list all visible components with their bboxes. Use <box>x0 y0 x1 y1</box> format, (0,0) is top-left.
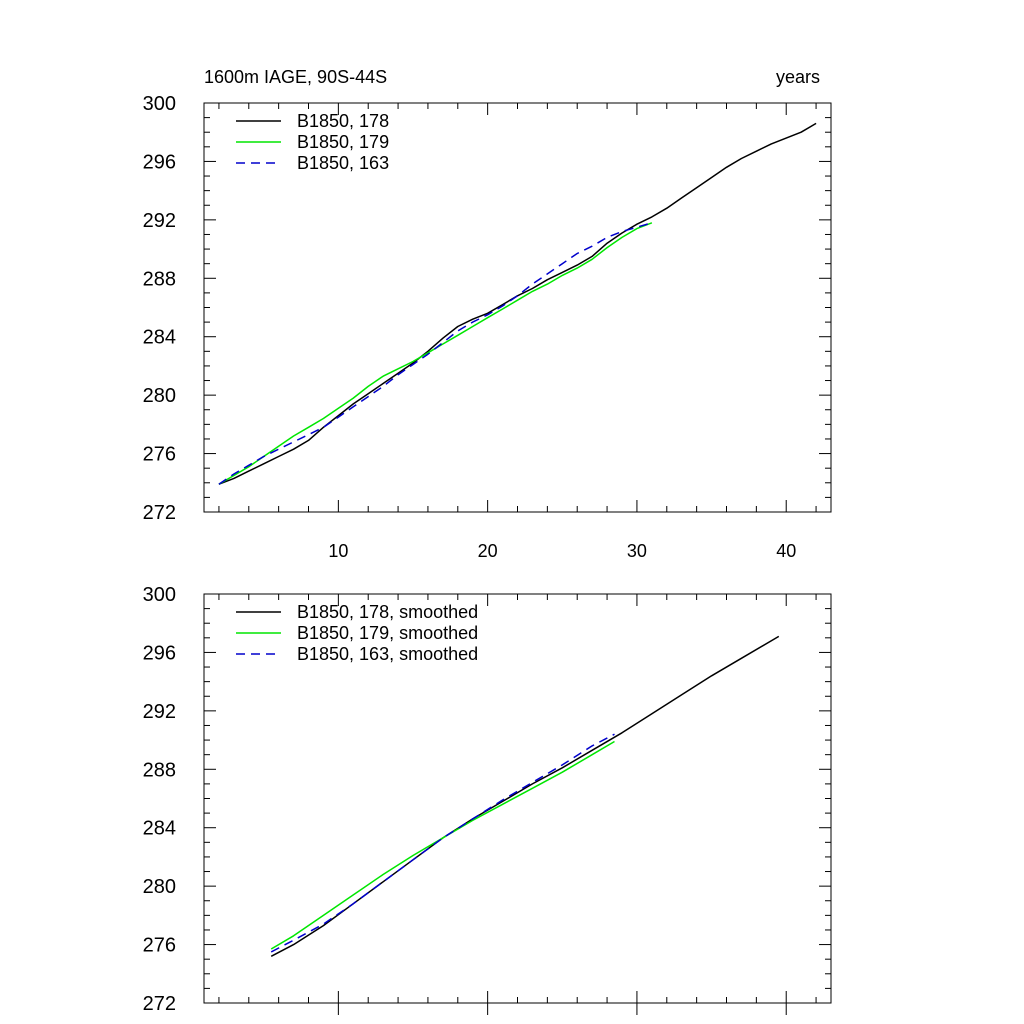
lower-panel: 272 276 280 284 288 292 296 300 B1850, 178, smoo… <box>143 584 832 1015</box>
x-tick-label: 20 <box>478 541 498 561</box>
legend-label-3: B1850, 163 <box>297 153 389 173</box>
y-tick-label: 280 <box>143 876 176 898</box>
legend-label-2: B1850, 179, smoothed <box>297 623 478 643</box>
x-tick-label: 40 <box>776 541 796 561</box>
y-tick-label: 292 <box>143 701 176 723</box>
legend-label-3: B1850, 163, smoothed <box>297 644 478 664</box>
legend-label-2: B1850, 179 <box>297 132 389 152</box>
figure-title-right: years <box>776 67 820 87</box>
y-tick-label: 288 <box>143 268 176 290</box>
y-tick-label: 276 <box>143 935 176 957</box>
upper-panel: 10 20 30 40 272 276 280 284 288 292 296 300 B1850, 1… <box>143 93 832 561</box>
y-tick-label: 284 <box>143 327 176 349</box>
y-tick-label: 300 <box>143 93 176 115</box>
y-tick-label: 272 <box>143 502 176 524</box>
series-line-2 <box>218 222 653 485</box>
series-line-2 <box>270 740 615 950</box>
y-tick-label: 280 <box>143 385 176 407</box>
y-tick-label: 296 <box>143 642 176 664</box>
x-tick-label: 30 <box>627 541 647 561</box>
y-tick-label: 300 <box>143 584 176 606</box>
series-line-1 <box>270 635 780 957</box>
y-tick-label: 296 <box>143 151 176 173</box>
series-line-3 <box>270 733 615 953</box>
series-line-3 <box>218 222 653 485</box>
figure-title-left: 1600m IAGE, 90S-44S <box>204 67 387 87</box>
legend-label-1: B1850, 178 <box>297 111 389 131</box>
legend-label-1: B1850, 178, smoothed <box>297 602 478 622</box>
y-tick-label: 288 <box>143 759 176 781</box>
y-tick-label: 292 <box>143 210 176 232</box>
y-tick-label: 284 <box>143 818 176 840</box>
x-tick-label: 10 <box>328 541 348 561</box>
y-tick-label: 276 <box>143 444 176 466</box>
y-tick-label: 272 <box>143 993 176 1015</box>
series-line-1 <box>218 122 817 485</box>
